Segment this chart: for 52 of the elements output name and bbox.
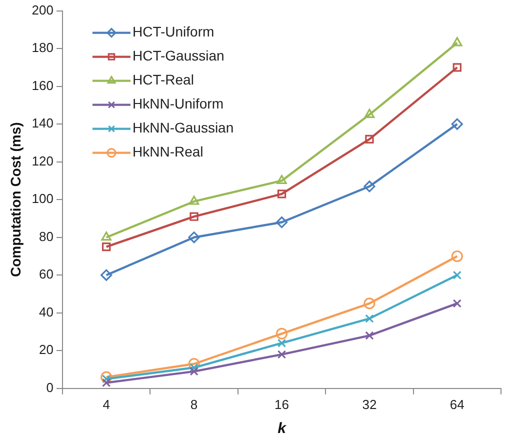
point: [452, 37, 462, 46]
point: [452, 299, 462, 308]
y-tick-label: 20: [39, 342, 54, 358]
y-tick-label: 200: [32, 2, 54, 18]
x-tick-label: 16: [274, 396, 289, 412]
x-tick-label: 4: [102, 396, 110, 412]
point: [188, 196, 200, 205]
point: [277, 190, 286, 198]
point: [100, 371, 112, 383]
point: [277, 338, 286, 348]
point: [188, 232, 200, 244]
point: [365, 134, 374, 144]
point: [364, 108, 375, 118]
y-tick-label: 60: [39, 266, 54, 282]
point: [276, 216, 288, 228]
point: [277, 350, 286, 359]
legend-label: HkNN-Uniform: [132, 96, 224, 112]
point: [452, 270, 462, 280]
point: [451, 250, 463, 262]
y-tick-label: 40: [39, 304, 54, 320]
legend-label: HCT-Real: [132, 72, 194, 88]
x-axis-title: k: [278, 420, 287, 438]
point: [188, 358, 200, 370]
x-tick-label: 32: [362, 396, 377, 412]
point: [365, 314, 374, 323]
point: [365, 331, 374, 340]
point: [190, 212, 198, 221]
legend-label: HkNN-Real: [132, 144, 204, 160]
y-tick-label: 100: [32, 191, 54, 206]
x-tick-label: 64: [450, 396, 464, 412]
legend-label: HCT-Uniform: [132, 24, 214, 40]
point: [101, 232, 112, 241]
y-axis-title: Computation Cost (ms): [7, 122, 24, 277]
point: [190, 367, 198, 376]
y-tick-label: 120: [32, 153, 54, 168]
y-tick-label: 160: [32, 78, 54, 93]
y-tick-label: 140: [32, 116, 54, 131]
point: [276, 328, 288, 340]
point: [452, 63, 462, 72]
point: [102, 242, 111, 252]
point: [364, 298, 376, 310]
x-tick-label: 8: [190, 396, 198, 412]
legend-label: HCT-Gaussian: [132, 48, 224, 64]
y-tick-label: 0: [46, 380, 54, 395]
point: [102, 378, 111, 388]
y-tick-label: 180: [32, 40, 54, 56]
point: [276, 174, 287, 184]
point: [364, 180, 376, 192]
point: [451, 118, 463, 130]
y-tick-label: 80: [39, 228, 54, 244]
point: [100, 269, 112, 281]
legend-label: HkNN-Gaussian: [132, 120, 234, 136]
